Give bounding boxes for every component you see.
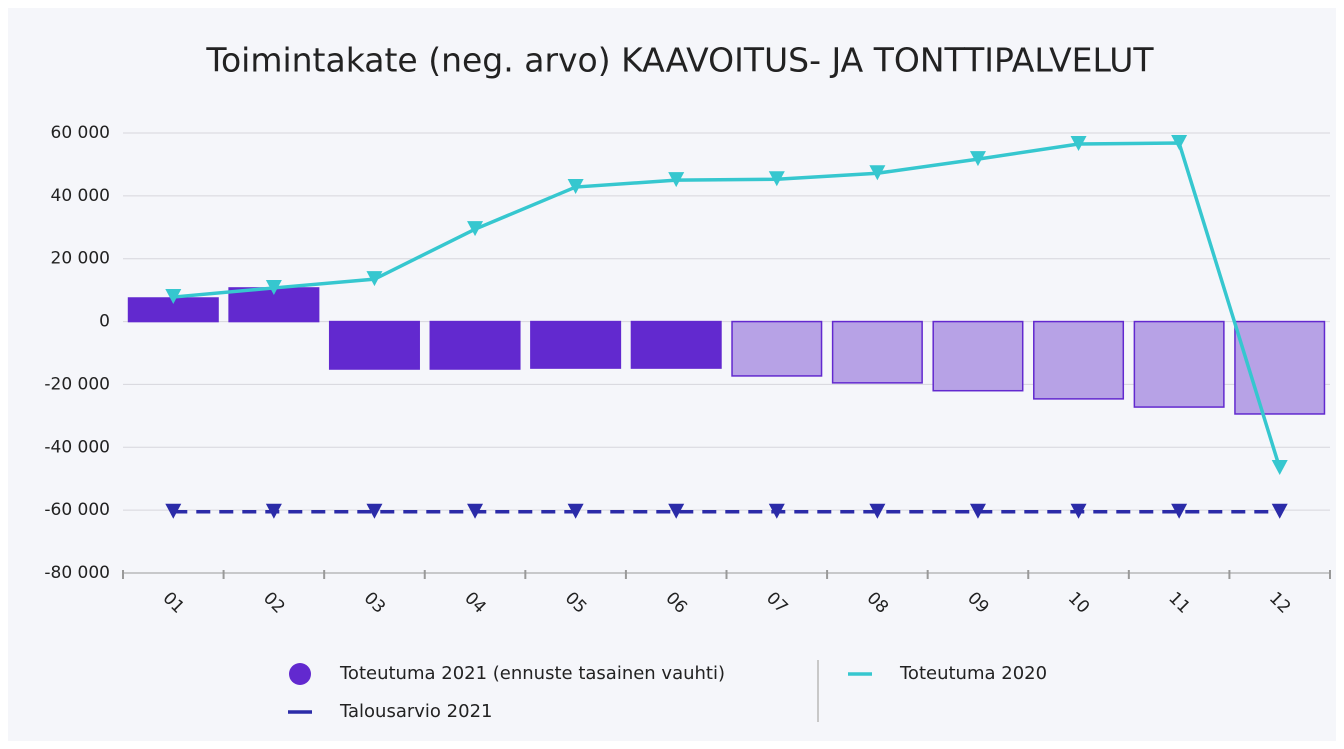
marker (869, 165, 886, 181)
y-tick-label: -40 000 (44, 437, 110, 457)
line (173, 141, 1282, 469)
marker (366, 271, 383, 287)
y-tick-label: -80 000 (44, 563, 110, 583)
marker (969, 151, 986, 167)
marker (1171, 135, 1188, 151)
marker (768, 171, 785, 187)
y-tick-label: 20 000 (51, 249, 110, 269)
chart-title: Toimintakate (neg. arvo) KAAVOITUS- JA T… (205, 41, 1154, 80)
y-tick-label: -60 000 (44, 500, 110, 520)
marker (869, 503, 886, 519)
marker (668, 503, 685, 519)
marker (165, 503, 182, 519)
bar (932, 320, 1024, 392)
marker (467, 503, 484, 519)
bar (831, 320, 923, 384)
y-tick-label: -20 000 (44, 374, 110, 394)
bar (1133, 320, 1225, 408)
marker (467, 221, 484, 237)
marker (265, 503, 282, 519)
marker (265, 279, 282, 295)
marker (366, 503, 383, 519)
bar (1033, 320, 1125, 400)
bar (630, 320, 722, 369)
legend-swatch (289, 663, 311, 685)
bar (429, 320, 521, 370)
marker (1171, 503, 1188, 519)
bar (328, 320, 420, 370)
marker (567, 179, 584, 195)
bar (731, 320, 823, 377)
marker (1271, 460, 1288, 476)
legend-label: Toteutuma 2021 (ennuste tasainen vauhti) (339, 663, 725, 684)
marker (1271, 503, 1288, 519)
marker (668, 172, 685, 188)
bar (530, 320, 622, 369)
marker (768, 503, 785, 519)
marker (969, 503, 986, 519)
y-tick-label: 40 000 (51, 186, 110, 206)
marker (1070, 136, 1087, 151)
legend-label: Toteutuma 2020 (899, 663, 1047, 684)
legend-label: Talousarvio 2021 (339, 701, 492, 722)
marker (567, 503, 584, 519)
marker (1070, 503, 1087, 519)
y-tick-label: 60 000 (51, 123, 110, 143)
marker (165, 289, 182, 305)
y-tick-label: 0 (99, 312, 110, 332)
